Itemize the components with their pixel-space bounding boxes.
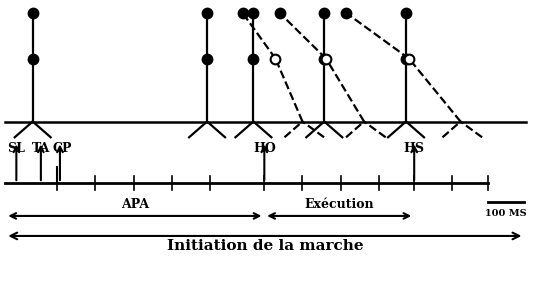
Text: HS: HS — [404, 142, 425, 154]
Text: Initiation de la marche: Initiation de la marche — [167, 239, 363, 253]
Text: SL: SL — [8, 142, 25, 154]
Text: 100 MS: 100 MS — [485, 209, 527, 218]
Text: HO: HO — [253, 142, 276, 154]
Text: Exécution: Exécution — [305, 198, 374, 211]
Text: TA: TA — [32, 142, 50, 154]
Text: CP: CP — [53, 142, 72, 154]
Text: APA: APA — [121, 198, 149, 211]
